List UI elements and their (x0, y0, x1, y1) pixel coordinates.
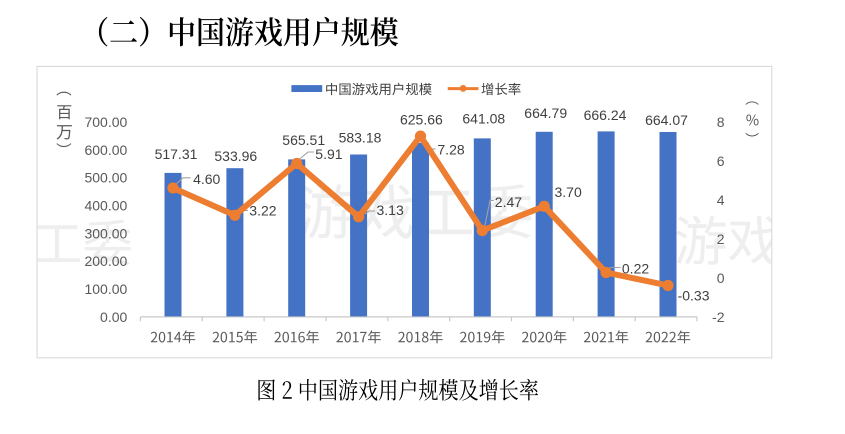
svg-text:565.51: 565.51 (282, 132, 325, 148)
svg-text:0.22: 0.22 (622, 261, 649, 277)
svg-text:600.00: 600.00 (84, 142, 127, 158)
svg-text:0: 0 (717, 270, 725, 286)
svg-text:3.13: 3.13 (377, 202, 404, 218)
svg-text:517.31: 517.31 (155, 146, 198, 162)
svg-text:-0.33: -0.33 (678, 288, 710, 304)
svg-text:-2: -2 (712, 309, 725, 325)
svg-text:0.00: 0.00 (100, 309, 127, 325)
svg-text:400.00: 400.00 (84, 198, 127, 214)
svg-text:2: 2 (717, 231, 725, 247)
svg-text:3.70: 3.70 (555, 184, 582, 200)
svg-text:3.22: 3.22 (249, 203, 276, 219)
svg-text:641.08: 641.08 (462, 111, 505, 127)
svg-text:700.00: 700.00 (84, 114, 127, 130)
svg-text:664.07: 664.07 (645, 112, 688, 128)
svg-text:2.47: 2.47 (495, 194, 522, 210)
svg-text:300.00: 300.00 (84, 225, 127, 241)
svg-text:664.79: 664.79 (524, 105, 567, 121)
svg-text:6: 6 (717, 153, 725, 169)
svg-text:666.24: 666.24 (584, 107, 627, 123)
svg-text:625.66: 625.66 (400, 112, 443, 128)
svg-text:533.96: 533.96 (214, 148, 257, 164)
svg-text:500.00: 500.00 (84, 170, 127, 186)
svg-text:100.00: 100.00 (84, 281, 127, 297)
svg-text:200.00: 200.00 (84, 253, 127, 269)
svg-text:4.60: 4.60 (193, 171, 220, 187)
svg-text:4: 4 (717, 192, 725, 208)
svg-text:5.91: 5.91 (315, 146, 342, 162)
svg-text:8: 8 (717, 114, 725, 130)
svg-text:583.18: 583.18 (339, 130, 382, 146)
svg-text:7.28: 7.28 (437, 142, 464, 158)
